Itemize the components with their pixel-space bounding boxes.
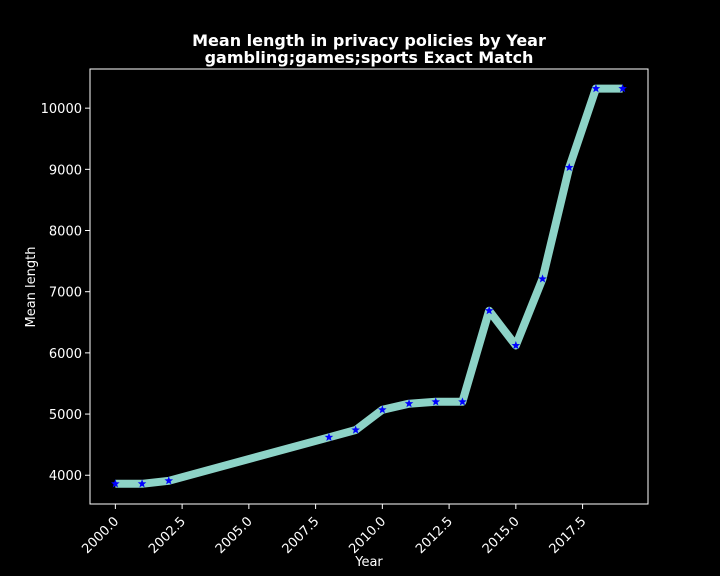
data-point (591, 84, 601, 93)
y-tick-label: 7000 (49, 286, 82, 301)
x-tick-label: 2002.5 (146, 514, 189, 557)
data-point (378, 405, 387, 414)
data-point (484, 306, 494, 315)
x-tick-label: 2017.5 (547, 514, 590, 557)
data-point (404, 399, 414, 408)
y-tick-label: 9000 (49, 163, 82, 178)
x-axis: 2000.0 2002.5 2005.0 2007.5 2010.0 2012.5 2015… (79, 504, 589, 557)
x-tick-label: 2005.0 (213, 514, 256, 557)
plot-frame (89, 68, 649, 505)
data-point (137, 479, 147, 488)
x-tick-label: 2012.5 (413, 514, 456, 557)
plot-area (111, 84, 627, 488)
y-tick-label: 6000 (49, 347, 82, 362)
x-tick-label: 2015.0 (480, 514, 523, 557)
x-tick-label: 2007.5 (280, 514, 323, 557)
x-axis-label: Year (354, 555, 383, 570)
data-point (458, 397, 467, 406)
data-point (111, 479, 120, 488)
data-point (431, 397, 441, 406)
data-point (618, 84, 627, 93)
data-point (351, 425, 360, 434)
y-tick-label: 8000 (49, 225, 82, 240)
chart-title: Mean length in privacy policies by Year (192, 31, 546, 50)
y-tick-label: 5000 (49, 408, 82, 423)
data-point (564, 163, 574, 172)
y-axis: 4000 5000 6000 7000 8000 9000 10000 (41, 102, 90, 484)
y-tick-label: 10000 (41, 102, 82, 117)
x-tick-label: 2000.0 (79, 514, 122, 557)
y-tick-label: 4000 (49, 469, 82, 484)
series-line (115, 84, 623, 488)
data-point (538, 274, 547, 283)
data-point (324, 432, 334, 441)
data-point (164, 476, 174, 485)
y-axis-label: Mean length (24, 247, 39, 328)
x-tick-label: 2010.0 (346, 514, 389, 557)
data-point (511, 341, 521, 350)
chart-subtitle: gambling;games;sports Exact Match (205, 48, 534, 67)
